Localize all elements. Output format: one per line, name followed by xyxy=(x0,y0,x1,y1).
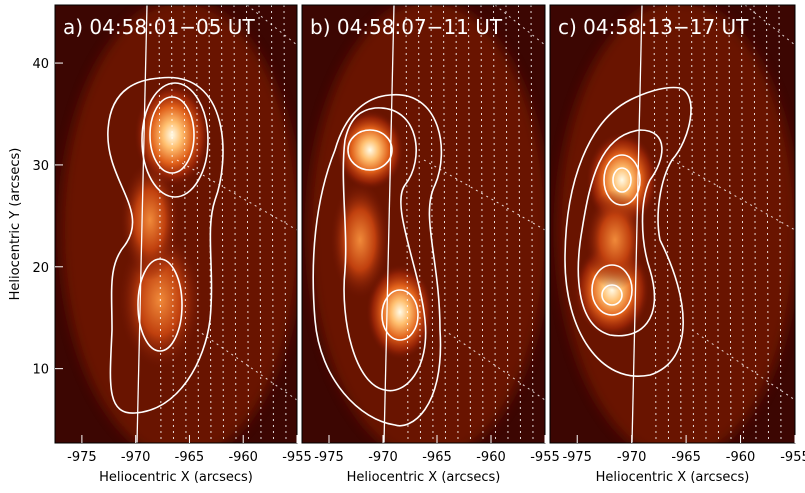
x-tick-label: -975 xyxy=(314,450,344,465)
x-axis-label: Heliocentric X (arcsecs) xyxy=(99,470,253,485)
x-axis-label: Heliocentric X (arcsecs) xyxy=(347,470,501,485)
x-tick-label: -955 xyxy=(282,450,312,465)
emission xyxy=(585,190,645,290)
grid-dots xyxy=(405,5,409,443)
x-tick-label: -970 xyxy=(121,450,151,465)
x-tick-label: -965 xyxy=(671,450,701,465)
panel: b) 04:58:07−11 UT -975 -970 -965 -960 -955 Hel… xyxy=(301,4,560,485)
grid-dots xyxy=(208,5,212,443)
contour xyxy=(107,76,224,414)
contour xyxy=(601,284,623,306)
contour xyxy=(149,96,195,174)
frame xyxy=(301,4,546,444)
panel-image xyxy=(302,5,545,443)
grid-dots xyxy=(728,5,732,443)
y-axis-label: Heliocentric Y (arcsecs) xyxy=(8,148,23,301)
grid-dots xyxy=(678,5,682,443)
x-tick-label: -955 xyxy=(530,450,560,465)
emission xyxy=(366,264,434,360)
grid-dots xyxy=(443,5,446,443)
y-tick-label: 10 xyxy=(32,363,49,378)
panel-image xyxy=(55,5,297,443)
x-tick-label: -975 xyxy=(67,450,97,465)
diag-line xyxy=(443,329,545,401)
panel: a) 04:58:01−05 UT -975 -970 -965 -960 -955 Hel… xyxy=(8,4,312,485)
panel-title: a) 04:58:01−05 UT xyxy=(63,15,255,39)
x-tick-label: -960 xyxy=(476,450,506,465)
contour xyxy=(564,86,692,377)
grid-dots xyxy=(666,5,669,443)
contour xyxy=(141,82,209,198)
contour xyxy=(312,94,443,427)
x-tick-label: -960 xyxy=(228,450,258,465)
glow xyxy=(61,5,297,443)
x-tick-label: -965 xyxy=(422,450,452,465)
limb-line xyxy=(136,5,148,443)
grid-dots xyxy=(246,5,249,443)
panel-title: c) 04:58:13−17 UT xyxy=(558,15,749,39)
grid-dots xyxy=(183,5,187,443)
limb-line xyxy=(383,5,395,443)
grid-dots xyxy=(530,5,534,443)
grid-dots xyxy=(233,5,237,443)
x-tick-label: -975 xyxy=(562,450,592,465)
panel: c) 04:58:13−17 UT -975 -970 -965 -960 -955 Hel… xyxy=(549,4,805,485)
grid-dots xyxy=(455,5,459,443)
emission xyxy=(120,160,180,280)
grid-dots xyxy=(518,5,521,443)
emission xyxy=(336,110,404,190)
grid-dots xyxy=(753,5,757,443)
y-tick-label: 30 xyxy=(32,159,49,174)
grid-dots xyxy=(221,5,224,443)
contour xyxy=(577,129,663,337)
grid-dots xyxy=(468,5,471,443)
x-axis-label: Heliocentric X (arcsecs) xyxy=(596,470,750,485)
x-tick-label: -955 xyxy=(780,450,805,465)
contour xyxy=(342,107,427,392)
panel-image xyxy=(550,5,795,443)
contour xyxy=(612,167,632,193)
grid-dots xyxy=(258,5,262,443)
grid-dots xyxy=(691,5,694,443)
contour xyxy=(381,289,419,341)
diag-line xyxy=(196,329,297,401)
grid-dots xyxy=(430,5,434,443)
x-tick-label: -970 xyxy=(617,450,647,465)
grid-dots xyxy=(283,5,287,443)
emission xyxy=(330,180,390,300)
frame xyxy=(54,4,298,444)
grid-dots xyxy=(766,5,769,443)
x-tick-label: -970 xyxy=(368,450,398,465)
y-tick-label: 40 xyxy=(32,57,49,72)
contour xyxy=(591,264,633,316)
diag-line xyxy=(176,159,297,231)
x-tick-label: -960 xyxy=(726,450,756,465)
frame xyxy=(549,4,796,444)
y-tick-label: 20 xyxy=(32,261,49,276)
panel-title: b) 04:58:07−11 UT xyxy=(310,15,503,39)
x-tick-label: -965 xyxy=(175,450,205,465)
contour xyxy=(603,154,641,206)
grid-dots xyxy=(716,5,719,443)
grid-dots xyxy=(653,5,657,443)
grid-dots xyxy=(778,5,782,443)
grid-dots xyxy=(271,5,274,443)
grid-dots xyxy=(741,5,744,443)
grid-dots xyxy=(493,5,496,443)
grid-dots xyxy=(418,5,421,443)
contour xyxy=(347,129,393,171)
contour xyxy=(137,258,183,352)
limb-line xyxy=(631,5,643,443)
grid-dots xyxy=(196,5,199,443)
grid-dots xyxy=(505,5,509,443)
grid-dots xyxy=(480,5,484,443)
diag-line xyxy=(691,329,795,401)
grid-dots xyxy=(703,5,707,443)
